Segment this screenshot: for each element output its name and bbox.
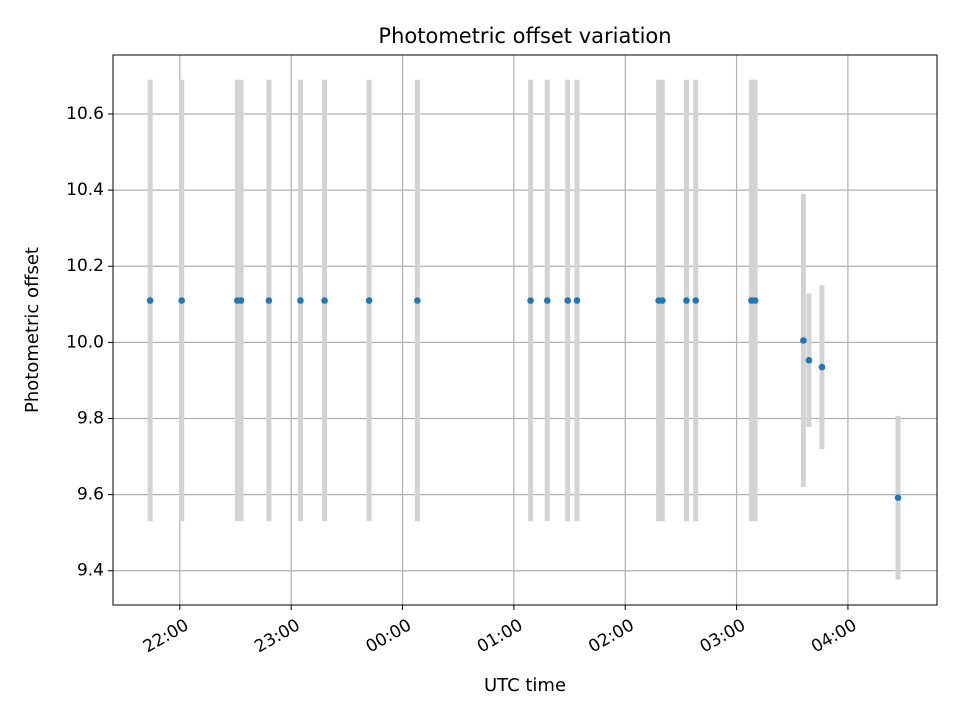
y-tick-label: 10.6 (66, 104, 104, 124)
y-tick-label: 10.2 (66, 256, 104, 276)
x-axis-label: UTC time (484, 675, 566, 696)
data-point (543, 297, 551, 304)
y-tick-label: 10.0 (66, 332, 104, 352)
y-axis-ticks: 9.4 9.6 9.8 10.0 10.2 10.4 10.6 (66, 104, 113, 581)
y-tick-label: 9.8 (77, 408, 104, 428)
data-point (659, 297, 666, 304)
y-tick-label: 10.4 (66, 180, 104, 200)
data-points (146, 297, 902, 501)
data-point (414, 297, 421, 304)
grid (113, 55, 937, 605)
data-point (683, 297, 690, 304)
data-point (805, 356, 813, 364)
chart-title: Photometric offset variation (378, 24, 671, 48)
data-point (818, 363, 826, 371)
data-point (146, 297, 154, 304)
data-point (751, 297, 759, 304)
data-point (237, 297, 245, 304)
data-point (692, 297, 700, 304)
data-point (527, 297, 534, 304)
plot-frame (112, 54, 938, 606)
y-tick-label: 9.6 (77, 485, 104, 505)
data-point (265, 297, 273, 304)
data-point (894, 494, 902, 501)
data-point (573, 297, 581, 304)
data-point (564, 297, 571, 304)
data-point (365, 297, 373, 304)
data-point (297, 297, 304, 304)
y-tick-label: 9.4 (77, 561, 104, 581)
data-point (800, 337, 807, 344)
data-point (178, 297, 185, 304)
data-point (321, 297, 328, 304)
y-axis-label: Photometric offset (22, 247, 43, 413)
